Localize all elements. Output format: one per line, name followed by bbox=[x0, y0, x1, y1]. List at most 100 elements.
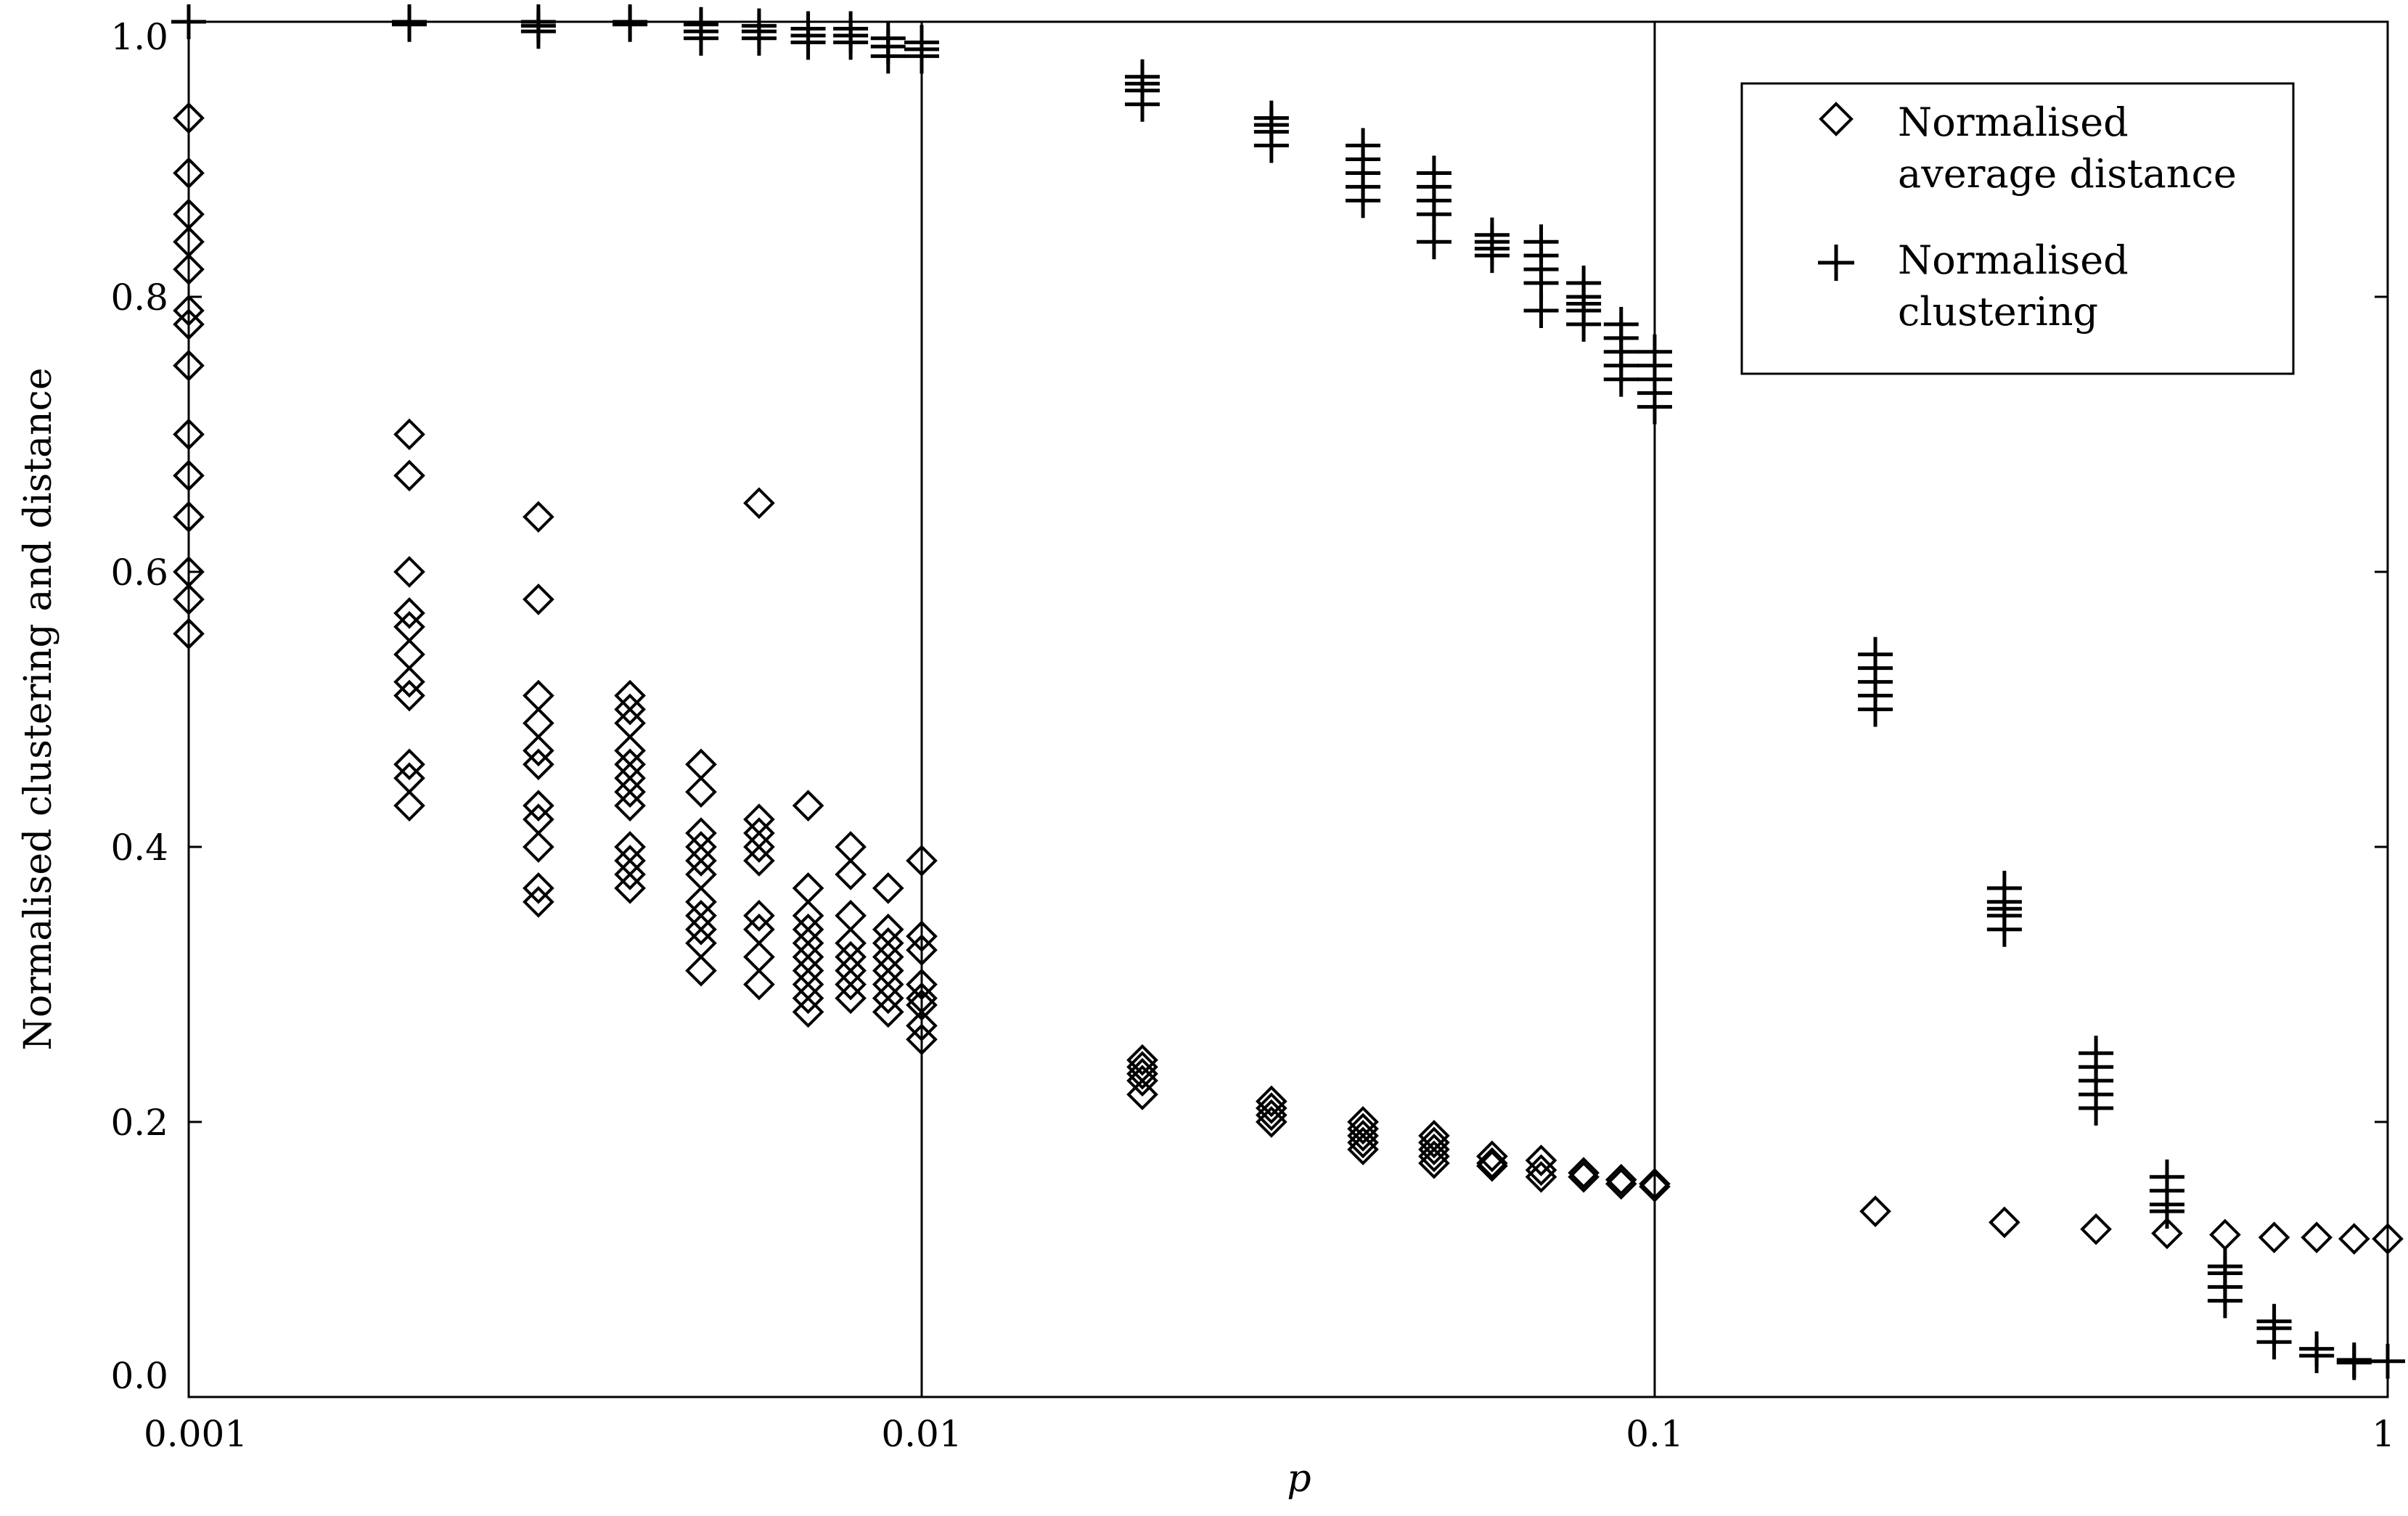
distance-point bbox=[1347, 1134, 1379, 1165]
distance-point bbox=[792, 982, 824, 1015]
distance-point bbox=[1605, 1163, 1637, 1196]
distance-point bbox=[835, 831, 867, 863]
distance-point bbox=[523, 501, 554, 533]
distance-point bbox=[523, 583, 554, 615]
x-tick-label: 0.01 bbox=[881, 1413, 962, 1455]
distance-point bbox=[685, 748, 717, 781]
distance-point bbox=[792, 996, 824, 1028]
distance-point bbox=[1476, 1150, 1508, 1182]
distance-point bbox=[1476, 1147, 1508, 1179]
legend-label-clustering-line2: clustering bbox=[1898, 289, 2098, 335]
distance-point bbox=[1525, 1154, 1557, 1187]
distance-point bbox=[523, 679, 554, 712]
distance-point bbox=[1256, 1085, 1287, 1118]
distance-point bbox=[685, 954, 717, 987]
distance-point bbox=[2258, 1221, 2290, 1254]
distance-point bbox=[906, 989, 938, 1021]
distance-point bbox=[393, 748, 425, 781]
distance-point bbox=[393, 790, 425, 821]
distance-point bbox=[2372, 1223, 2404, 1255]
distance-point bbox=[1126, 1044, 1158, 1076]
distance-point bbox=[2151, 1217, 2183, 1250]
clustering-point bbox=[1253, 100, 1289, 136]
distance-point bbox=[743, 831, 775, 863]
distance-point bbox=[1639, 1168, 1671, 1200]
distance-point bbox=[906, 1009, 938, 1042]
y-tick-label: 0.0 bbox=[110, 1355, 168, 1397]
y-tick-label: 1.0 bbox=[110, 16, 168, 58]
distance-point bbox=[1347, 1120, 1379, 1152]
distance-point bbox=[614, 776, 646, 808]
distance-point bbox=[614, 872, 646, 904]
clustering-point bbox=[1416, 155, 1451, 191]
distance-point bbox=[393, 665, 425, 698]
distance-point bbox=[1568, 1160, 1600, 1193]
distance-point bbox=[1126, 1078, 1158, 1110]
distance-point bbox=[685, 913, 717, 946]
distance-point bbox=[792, 790, 824, 821]
clustering-point bbox=[1125, 59, 1160, 94]
data-marks bbox=[171, 4, 2405, 1380]
distance-point bbox=[743, 487, 775, 520]
distance-point bbox=[1256, 1092, 1287, 1124]
clustering-point bbox=[790, 11, 826, 46]
clustering-point bbox=[2336, 1342, 2372, 1377]
distance-point bbox=[906, 968, 938, 1001]
distance-point bbox=[523, 707, 554, 739]
y-tick-label: 0.6 bbox=[110, 552, 168, 594]
distance-point bbox=[1256, 1099, 1287, 1131]
clustering-point bbox=[520, 4, 556, 39]
distance-point bbox=[872, 996, 904, 1028]
distance-point bbox=[906, 845, 938, 877]
distance-point bbox=[685, 845, 717, 877]
distance-point bbox=[1639, 1171, 1671, 1202]
distance-point bbox=[173, 418, 205, 451]
axis-ticks: 0.001 0.01 0.1 1 0.0 0.2 0.4 0.6 0.8 1.0 bbox=[110, 16, 2395, 1455]
distance-point bbox=[173, 102, 205, 134]
plot-frame bbox=[187, 20, 2389, 1398]
distance-point bbox=[1525, 1160, 1557, 1193]
y-tick-label: 0.4 bbox=[110, 827, 168, 869]
clustering-point bbox=[1523, 224, 1559, 260]
distance-point bbox=[393, 638, 425, 671]
distance-point bbox=[743, 899, 775, 932]
distance-point bbox=[523, 734, 554, 767]
legend-label-clustering-line1: Normalised bbox=[1898, 237, 2129, 283]
distance-point bbox=[1126, 1057, 1158, 1090]
y-tick-label: 0.8 bbox=[110, 276, 168, 319]
distance-point bbox=[393, 597, 425, 629]
legend-diamond-icon bbox=[1819, 102, 1854, 136]
distance-point bbox=[906, 1023, 938, 1056]
distance-point bbox=[1605, 1168, 1637, 1200]
distance-point bbox=[393, 418, 425, 451]
distance-point bbox=[743, 941, 775, 973]
distance-point bbox=[393, 679, 425, 712]
distance-point bbox=[1418, 1126, 1450, 1159]
distance-point bbox=[792, 872, 824, 904]
y-axis-title: Normalised clustering and distance bbox=[17, 367, 60, 1050]
legend-plus-icon bbox=[1818, 245, 1854, 281]
clustering-point bbox=[1346, 128, 1381, 163]
distance-point bbox=[173, 349, 205, 382]
clustering-point bbox=[741, 8, 777, 44]
clustering-point bbox=[1603, 306, 1639, 342]
distance-point bbox=[2338, 1223, 2370, 1255]
reference-lines bbox=[920, 22, 1656, 1397]
distance-point bbox=[1418, 1134, 1450, 1165]
distance-point bbox=[614, 790, 646, 821]
clustering-point bbox=[2207, 1248, 2243, 1284]
distance-point bbox=[523, 885, 554, 918]
clustering-point bbox=[2299, 1331, 2335, 1367]
clustering-point bbox=[613, 4, 648, 39]
clustering-point bbox=[1858, 636, 1893, 672]
distance-point bbox=[523, 748, 554, 781]
clustering-point bbox=[171, 4, 206, 39]
distance-point bbox=[1418, 1147, 1450, 1179]
distance-point bbox=[173, 295, 205, 327]
legend-label-distance-line2: average distance bbox=[1898, 151, 2237, 197]
clustering-point bbox=[870, 20, 906, 56]
distance-point bbox=[1989, 1206, 2020, 1239]
distance-point bbox=[393, 556, 425, 588]
x-tick-label: 0.001 bbox=[144, 1413, 247, 1455]
